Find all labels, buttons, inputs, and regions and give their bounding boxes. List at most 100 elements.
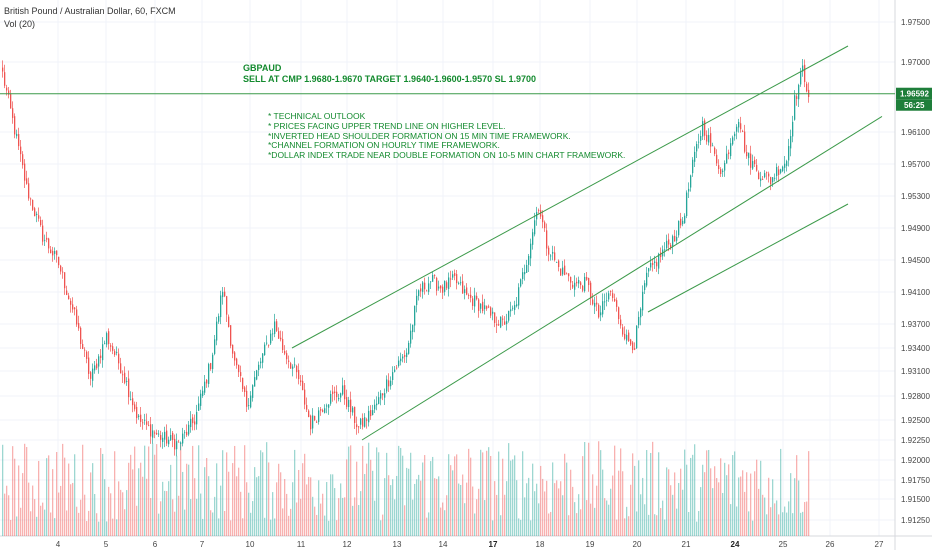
candle-body xyxy=(616,300,618,307)
candle-body xyxy=(14,116,16,135)
volume-bar xyxy=(110,493,112,536)
candle-body xyxy=(190,418,192,428)
technical-notes: * TECHNICAL OUTLOOK * PRICES FACING UPPE… xyxy=(268,111,625,161)
volume-bar xyxy=(604,498,606,536)
candle-body xyxy=(78,323,80,329)
note-line: * TECHNICAL OUTLOOK xyxy=(268,111,366,121)
volume-bar xyxy=(662,500,664,536)
candle-body xyxy=(646,272,648,286)
trendline xyxy=(291,45,849,349)
volume-bar xyxy=(138,468,140,536)
candle-body xyxy=(48,238,50,249)
candle-body xyxy=(4,72,6,86)
candle-body xyxy=(640,308,642,318)
candle-body xyxy=(580,282,582,286)
volume-bar xyxy=(452,470,454,536)
volume-bar xyxy=(766,514,768,536)
volume-bar xyxy=(112,518,114,536)
volume-bar xyxy=(804,502,806,536)
volume-bar xyxy=(312,496,314,536)
candle-body xyxy=(582,285,584,291)
volume-bars xyxy=(2,441,810,536)
volume-bar xyxy=(562,495,564,536)
volume-bar xyxy=(350,445,352,536)
candle-body xyxy=(622,327,624,335)
volume-bar xyxy=(6,485,8,536)
volume-bar xyxy=(98,521,100,536)
volume-bar xyxy=(768,477,770,536)
candle-body xyxy=(226,296,228,315)
candle-body xyxy=(158,433,160,435)
volume-bar xyxy=(634,465,636,536)
candle-body xyxy=(806,83,808,92)
symbol-title[interactable]: British Pound / Australian Dollar, 60, F… xyxy=(4,6,176,16)
volume-indicator-label[interactable]: Vol (20) xyxy=(4,19,36,29)
candle-body xyxy=(180,442,182,444)
volume-bar xyxy=(502,458,504,536)
candle-body xyxy=(474,295,476,307)
last-price-badge: 1.96592 56:25 xyxy=(896,87,932,111)
candle-body xyxy=(212,354,214,370)
candle-body xyxy=(278,331,280,339)
volume-bar xyxy=(682,489,684,536)
volume-bar xyxy=(654,514,656,536)
candle-body xyxy=(766,172,768,174)
price-tick-label: 1.94500 xyxy=(901,256,930,265)
candle-body xyxy=(244,387,246,392)
volume-bar xyxy=(354,497,356,536)
volume-bar xyxy=(194,478,196,536)
time-tick-label: 7 xyxy=(200,540,205,549)
candle-body xyxy=(300,380,302,383)
volume-bar xyxy=(552,462,554,536)
candle-body xyxy=(168,439,170,445)
volume-bar xyxy=(66,510,68,536)
volume-bar xyxy=(600,450,602,536)
candle-body xyxy=(296,365,298,373)
candle-body xyxy=(246,390,248,407)
time-tick-label: 5 xyxy=(104,540,109,549)
volume-bar xyxy=(670,485,672,536)
candle-body xyxy=(24,163,26,181)
candle-body xyxy=(798,85,800,100)
volume-bar xyxy=(330,474,332,536)
price-axis[interactable]: 1.97500 1.97000 1.96100 1.95700 1.95300 1.949… xyxy=(901,18,930,525)
time-axis[interactable]: 4 5 6 7 10 11 12 13 14 17 18 19 20 21 24 25 26 27 xyxy=(56,540,884,549)
candle-body xyxy=(768,173,770,177)
candle-body xyxy=(16,133,18,137)
candle-body xyxy=(416,295,418,306)
volume-bar xyxy=(592,474,594,536)
candle-body xyxy=(102,344,104,361)
candle-body xyxy=(746,151,748,157)
volume-bar xyxy=(286,493,288,536)
volume-bar xyxy=(188,464,190,536)
candle-body xyxy=(174,438,176,450)
volume-bar xyxy=(752,520,754,536)
candle-body xyxy=(376,403,378,406)
volume-bar xyxy=(626,506,628,536)
candle-body xyxy=(314,415,316,421)
candle-body xyxy=(448,277,450,289)
volume-bar xyxy=(228,471,230,536)
note-line: * PRICES FACING UPPER TREND LINE ON HIGH… xyxy=(268,120,506,131)
volume-bar xyxy=(530,520,532,536)
volume-bar xyxy=(334,488,336,536)
volume-bar xyxy=(10,519,12,536)
price-tick-label: 1.94100 xyxy=(901,288,930,297)
volume-bar xyxy=(570,469,572,536)
volume-bar xyxy=(546,480,548,536)
candle-body xyxy=(108,331,110,345)
volume-bar xyxy=(710,468,712,536)
volume-bar xyxy=(456,454,458,536)
candle-body xyxy=(562,267,564,275)
volume-bar xyxy=(204,467,206,536)
candle-body xyxy=(330,394,332,404)
volume-bar xyxy=(716,478,718,536)
volume-bar xyxy=(602,469,604,536)
candle-body xyxy=(192,417,194,424)
volume-bar xyxy=(636,511,638,536)
volume-bar xyxy=(500,515,502,536)
volume-bar xyxy=(738,477,740,536)
time-tick-label: 25 xyxy=(779,540,788,549)
candle-body xyxy=(218,316,220,322)
